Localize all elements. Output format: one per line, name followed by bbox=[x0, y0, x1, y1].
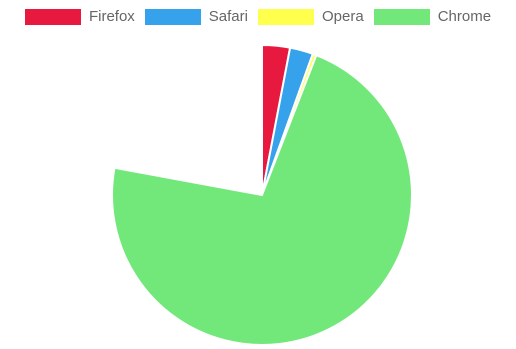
legend-swatch-chrome bbox=[373, 8, 430, 25]
legend-item-firefox[interactable]: Firefox bbox=[24, 8, 135, 25]
legend-item-opera[interactable]: Opera bbox=[257, 8, 364, 25]
legend-swatch-safari bbox=[144, 8, 201, 25]
chart-legend: Firefox Safari Opera Chrome bbox=[0, 8, 516, 25]
legend-item-safari[interactable]: Safari bbox=[144, 8, 248, 25]
legend-swatch-firefox bbox=[24, 8, 81, 25]
legend-label-safari: Safari bbox=[208, 8, 248, 25]
legend-item-chrome[interactable]: Chrome bbox=[373, 8, 492, 25]
legend-label-firefox: Firefox bbox=[88, 8, 135, 25]
pie-slice-chrome[interactable] bbox=[111, 53, 413, 346]
legend-swatch-opera bbox=[257, 8, 314, 25]
legend-label-opera: Opera bbox=[321, 8, 364, 25]
legend-label-chrome: Chrome bbox=[437, 8, 492, 25]
